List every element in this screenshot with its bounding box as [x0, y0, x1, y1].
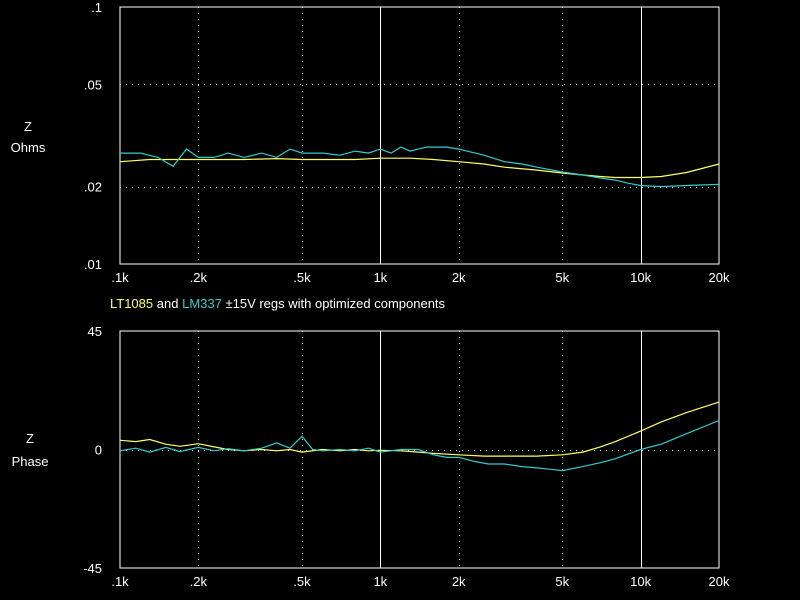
series-line-lm337	[119, 419, 720, 472]
y-tick-label: .05	[84, 77, 102, 92]
series-line-lt1085	[119, 157, 720, 179]
caption-and: and	[156, 296, 179, 311]
series-line-lt1085	[119, 401, 720, 457]
y-tick-label: 45	[88, 324, 102, 339]
x-tick-label: 20k	[709, 574, 730, 589]
x-tick-label: 2k	[452, 270, 466, 285]
x-tick-label: 10k	[630, 270, 651, 285]
x-tick-label: .2k	[190, 270, 208, 285]
y-axis-label: Z	[26, 431, 34, 446]
plot-frame	[119, 6, 720, 265]
x-tick-label: .1k	[111, 270, 129, 285]
x-tick-label: 5k	[555, 574, 569, 589]
y-tick-label: .01	[84, 257, 102, 272]
series-line-lm337	[120, 146, 720, 188]
chart-caption: LT1085 and LM337 ±15V regs with optimize…	[110, 296, 445, 311]
plot-frame	[119, 330, 720, 569]
y-tick-label: -45	[83, 561, 102, 576]
caption-series1: LT1085	[110, 296, 154, 311]
x-tick-label: .2k	[190, 574, 208, 589]
x-tick-label: 1k	[373, 574, 387, 589]
y-tick-label: .02	[84, 180, 102, 195]
y-axis-label: Ohms	[11, 140, 46, 155]
y-tick-label: 0	[95, 443, 102, 458]
x-tick-label: 20k	[709, 270, 730, 285]
y-axis-label: Z	[24, 119, 32, 134]
y-axis-label: Phase	[12, 454, 49, 469]
x-tick-label: 2k	[452, 574, 466, 589]
x-tick-label: 1k	[373, 270, 387, 285]
x-tick-label: 10k	[630, 574, 651, 589]
x-tick-label: 5k	[555, 270, 569, 285]
x-tick-label: .1k	[111, 574, 129, 589]
caption-description: ±15V regs with optimized components	[225, 296, 446, 311]
x-tick-label: .5k	[293, 574, 311, 589]
caption-series2: LM337	[182, 296, 222, 311]
x-tick-label: .5k	[293, 270, 311, 285]
y-tick-label: .1	[91, 0, 102, 15]
